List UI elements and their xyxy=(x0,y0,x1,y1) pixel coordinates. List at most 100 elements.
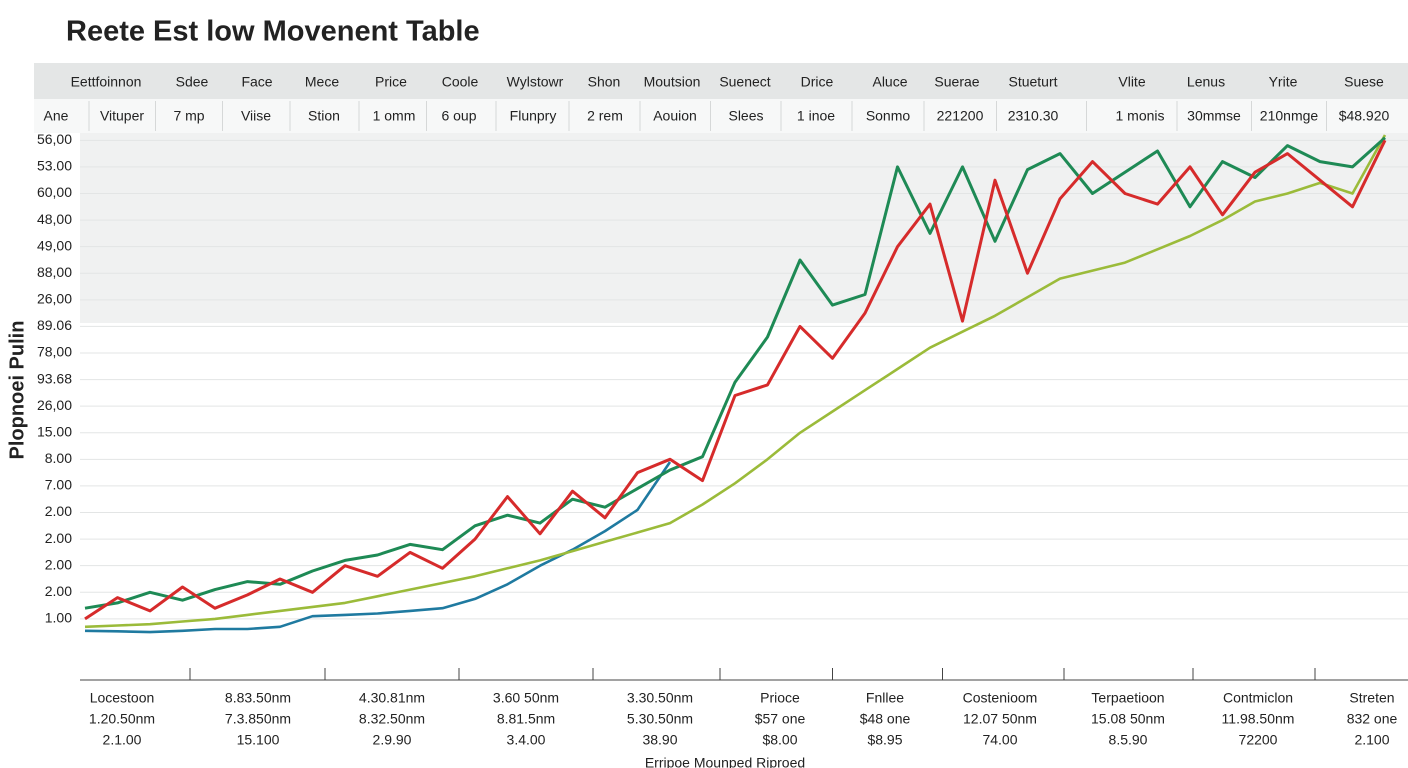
series-line xyxy=(84,139,1387,621)
footer-cell: Contmiclon xyxy=(1223,690,1293,706)
footer-cell: 7.3.850nm xyxy=(225,711,291,727)
y-axis-title: Plopnoei Pulin xyxy=(6,321,28,460)
header-cell: 1 inoe xyxy=(797,108,835,124)
y-tick-label: 48,00 xyxy=(37,211,72,227)
header-cell: 2 rem xyxy=(587,108,623,124)
footer-cell: $8.95 xyxy=(867,732,902,748)
footer-cell: 72200 xyxy=(1239,732,1278,748)
header-cell: Shon xyxy=(588,74,621,90)
footer-cell: 3.30.50nm xyxy=(627,690,693,706)
y-tick-label: 1.00 xyxy=(45,610,72,626)
header-cell: Flunpry xyxy=(510,108,557,124)
y-tick-label: 93.68 xyxy=(37,370,72,386)
header-cell: 1 monis xyxy=(1115,108,1164,124)
header-cell: 1 omm xyxy=(373,108,416,124)
header-cell: Viise xyxy=(241,108,271,124)
footer-cell: Prioce xyxy=(760,690,800,706)
footer-cell: Locestoon xyxy=(90,690,155,706)
header-cell: 2310.30 xyxy=(1008,108,1059,124)
y-tick-label: 26,00 xyxy=(37,291,72,307)
footer-cell: $48 one xyxy=(860,711,911,727)
y-tick-label: 2.00 xyxy=(45,556,72,572)
header-cell: Aouion xyxy=(653,108,697,124)
footer-cell: Streten xyxy=(1349,690,1394,706)
header-cell: Moutsion xyxy=(644,74,701,90)
footer-cell: 8.5.90 xyxy=(1109,732,1148,748)
header-cell: Drice xyxy=(801,74,834,90)
footer-cell: $8.00 xyxy=(762,732,797,748)
header-cell: Aluce xyxy=(872,74,907,90)
page-title: Reete Est low Movenent Table xyxy=(66,16,480,48)
header-cell: 7 mp xyxy=(173,108,204,124)
header-cell: Stueturt xyxy=(1008,74,1057,90)
y-tick-label: 2.00 xyxy=(45,530,72,546)
y-tick-label: 8.00 xyxy=(45,450,72,466)
footer-cell: 3.4.00 xyxy=(507,732,546,748)
footer-cell: 8.83.50nm xyxy=(225,690,291,706)
footer-cell: 1.20.50nm xyxy=(89,711,155,727)
header-cell: Mece xyxy=(305,74,339,90)
footer-cell: $57 one xyxy=(755,711,806,727)
series-line xyxy=(84,134,1387,629)
y-tick-label: 2.00 xyxy=(45,503,72,519)
footer-cell: 5.30.50nm xyxy=(627,711,693,727)
footer-cell: Terpaetioon xyxy=(1091,690,1164,706)
header-row-bg xyxy=(34,63,1408,99)
header-cell: Ane xyxy=(44,108,69,124)
footer-cell: 38.90 xyxy=(642,732,677,748)
footer-cell: 11.98.50nm xyxy=(1222,711,1295,727)
y-tick-label: 2.00 xyxy=(45,583,72,599)
footer-cell: Costenioom xyxy=(963,690,1038,706)
y-tick-label: 49,00 xyxy=(37,237,72,253)
y-tick-label: 26,00 xyxy=(37,397,72,413)
footer-cell: 15.100 xyxy=(237,732,280,748)
series-line xyxy=(84,136,1387,610)
header-cell: 210nmge xyxy=(1260,108,1319,124)
header-cell: Price xyxy=(375,74,407,90)
header-cell: Coole xyxy=(442,74,479,90)
header-cell: Lenus xyxy=(1187,74,1225,90)
header-cell: Face xyxy=(241,74,272,90)
x-axis-title: Erripoe Mounped Riproed xyxy=(645,755,805,768)
y-tick-label: 89.06 xyxy=(37,317,72,333)
header-cell: Suese xyxy=(1344,74,1384,90)
footer-cell: 15.08 50nm xyxy=(1091,711,1165,727)
y-tick-label: 53.00 xyxy=(37,158,72,174)
y-tick-label: 15.00 xyxy=(37,423,72,439)
series-line xyxy=(84,461,672,634)
header-cell: Suenect xyxy=(719,74,770,90)
y-tick-label: 60,00 xyxy=(37,184,72,200)
header-cell: 30mmse xyxy=(1187,108,1241,124)
footer-cell: 2.100 xyxy=(1354,732,1389,748)
footer-cell: 2.1.00 xyxy=(103,732,142,748)
footer-cell: 12.07 50nm xyxy=(963,711,1037,727)
y-tick-label: 88,00 xyxy=(37,264,72,280)
footer-cell: 4.30.81nm xyxy=(359,690,425,706)
header-cell: Sdee xyxy=(176,74,209,90)
footer-cell: 8.32.50nm xyxy=(359,711,425,727)
y-tick-label: 56,00 xyxy=(37,131,72,147)
header-cell: 6 oup xyxy=(441,108,476,124)
footer-cell: Fnllee xyxy=(866,690,904,706)
header-cell: Vlite xyxy=(1118,74,1145,90)
header-cell: Eettfoinnon xyxy=(71,74,142,90)
header-cell: $48.920 xyxy=(1339,108,1390,124)
header-cell: 221200 xyxy=(937,108,984,124)
plot-band xyxy=(80,133,1408,323)
header-cell: Suerae xyxy=(934,74,979,90)
header-cell: Yrite xyxy=(1269,74,1298,90)
header-cell: Vituper xyxy=(100,108,144,124)
y-tick-label: 78,00 xyxy=(37,344,72,360)
y-tick-label: 7.00 xyxy=(45,477,72,493)
header-cell: Wylstowr xyxy=(507,74,564,90)
header-cell: Stion xyxy=(308,108,340,124)
footer-cell: 8.81.5nm xyxy=(497,711,555,727)
footer-cell: 832 one xyxy=(1347,711,1398,727)
header-row-bg xyxy=(34,99,1408,133)
header-cell: Sonmo xyxy=(866,108,911,124)
header-cell: Slees xyxy=(728,108,763,124)
footer-cell: 74.00 xyxy=(982,732,1017,748)
footer-cell: 2.9.90 xyxy=(373,732,412,748)
